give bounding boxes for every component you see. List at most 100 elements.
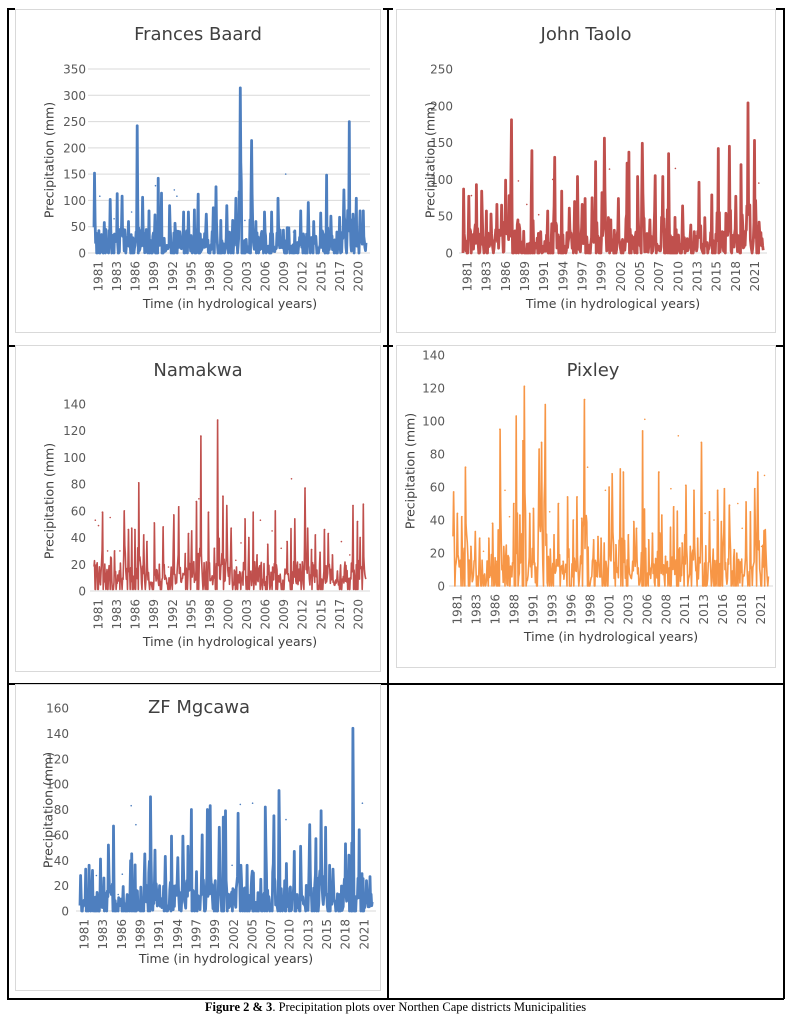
y-tick-label: 0: [61, 905, 69, 919]
data-point: [299, 563, 301, 566]
x-tick-label: 1998: [203, 261, 217, 292]
data-point: [551, 178, 554, 181]
y-axis-label: Precipitation (mm): [402, 412, 418, 530]
data-point: [285, 818, 287, 821]
x-tick-label: 1998: [583, 594, 597, 625]
x-tick-label: 2017: [333, 261, 347, 292]
data-point: [561, 190, 563, 192]
data-point: [717, 147, 719, 150]
table-tick-row1-left: [7, 345, 15, 347]
chart-pixley: 0 20 40 60 80 100 120 140 1981 1983 1986 1988 1991 19…: [396, 345, 776, 668]
data-point: [745, 501, 747, 503]
x-tick-label: 2001: [602, 594, 616, 625]
data-point: [176, 195, 178, 197]
data-point: [523, 385, 526, 388]
data-point: [594, 160, 597, 163]
data-point: [178, 506, 180, 508]
data-point: [580, 517, 583, 520]
x-tick-label: 1988: [507, 594, 521, 625]
data-point: [362, 210, 365, 212]
x-tick-label: 1995: [184, 261, 198, 292]
x-tick-label: 2003: [240, 599, 254, 630]
data-point: [515, 415, 517, 417]
y-tick-label: 200: [430, 99, 453, 113]
data-point: [113, 218, 115, 220]
data-point: [617, 197, 620, 200]
x-tick-label: 2015: [314, 599, 328, 630]
data-point: [619, 468, 622, 470]
data-point: [517, 180, 520, 182]
x-tick-label: 1999: [595, 261, 609, 292]
data-point: [603, 137, 606, 139]
data-point: [572, 519, 575, 521]
data-point: [716, 489, 719, 492]
y-tick-label: 50: [438, 210, 453, 224]
data-point: [299, 210, 302, 212]
data-point: [538, 448, 540, 450]
y-tick-label: 100: [422, 415, 445, 429]
chart-plot-area: 0 20 40 60 80 100 120 140 160 1981 1983 1986 1989 199…: [46, 702, 376, 950]
data-point: [581, 203, 583, 206]
data-point: [674, 167, 677, 170]
data-point: [149, 796, 152, 798]
data-point: [352, 727, 354, 730]
data-point: [130, 211, 133, 213]
data-point: [662, 175, 664, 178]
data-point: [615, 544, 617, 546]
data-point: [162, 526, 165, 528]
chart-plot-area: 0 20 40 60 80 100 120 140 1981 1983 1986 1989 1992 19…: [63, 398, 370, 630]
data-point: [654, 174, 656, 177]
x-axis-label: Time (in hydrological years): [138, 951, 314, 966]
chart-frances-baard: 0 50 100 150 200 250 300 350 1981 1983 1986 1989 199…: [15, 9, 381, 333]
x-tick-label: 1991: [537, 261, 551, 292]
x-tick-label: 2005: [633, 261, 647, 292]
y-tick-label: 200: [63, 141, 86, 155]
data-point: [304, 487, 306, 489]
data-point: [226, 204, 228, 207]
data-point: [470, 194, 473, 197]
data-point: [681, 542, 683, 544]
x-tick-label: 2020: [351, 261, 365, 292]
data-point: [681, 205, 684, 207]
data-point: [632, 520, 635, 523]
y-tick-label: 100: [63, 194, 86, 208]
data-point: [146, 540, 148, 543]
data-point: [112, 825, 115, 827]
data-point: [169, 204, 171, 207]
x-tick-label: 1992: [166, 261, 180, 292]
data-point: [244, 219, 246, 222]
data-point: [191, 530, 193, 532]
data-point: [331, 554, 334, 556]
data-point: [608, 168, 611, 170]
table-border-left: [7, 8, 9, 999]
data-point: [635, 527, 638, 530]
y-tick-label: 250: [63, 115, 86, 129]
data-point: [336, 570, 339, 572]
data-point: [290, 478, 293, 480]
data-point: [306, 527, 309, 529]
x-tick-label: 2011: [678, 594, 692, 625]
data-point: [636, 175, 639, 178]
y-tick-label: 80: [71, 478, 86, 492]
x-tick-label: 1989: [147, 261, 161, 292]
data-point: [207, 511, 210, 513]
table-tick-top-left: [7, 8, 15, 10]
data-point: [369, 875, 371, 878]
data-point: [467, 195, 470, 198]
data-point: [160, 192, 163, 194]
data-point: [99, 195, 101, 197]
data-point: [508, 194, 511, 197]
data-point: [728, 504, 731, 506]
data-point: [592, 539, 595, 541]
data-point: [540, 441, 543, 444]
data-point: [693, 489, 695, 492]
data-point: [327, 532, 330, 535]
data-point: [628, 151, 630, 153]
x-tick-label: 2002: [614, 261, 628, 292]
data-point: [216, 419, 219, 421]
data-point: [513, 502, 515, 505]
data-point: [148, 210, 150, 212]
table-tick-row1-mid: [383, 345, 393, 347]
data-point: [137, 482, 140, 484]
x-tick-label: 1981: [461, 261, 475, 292]
